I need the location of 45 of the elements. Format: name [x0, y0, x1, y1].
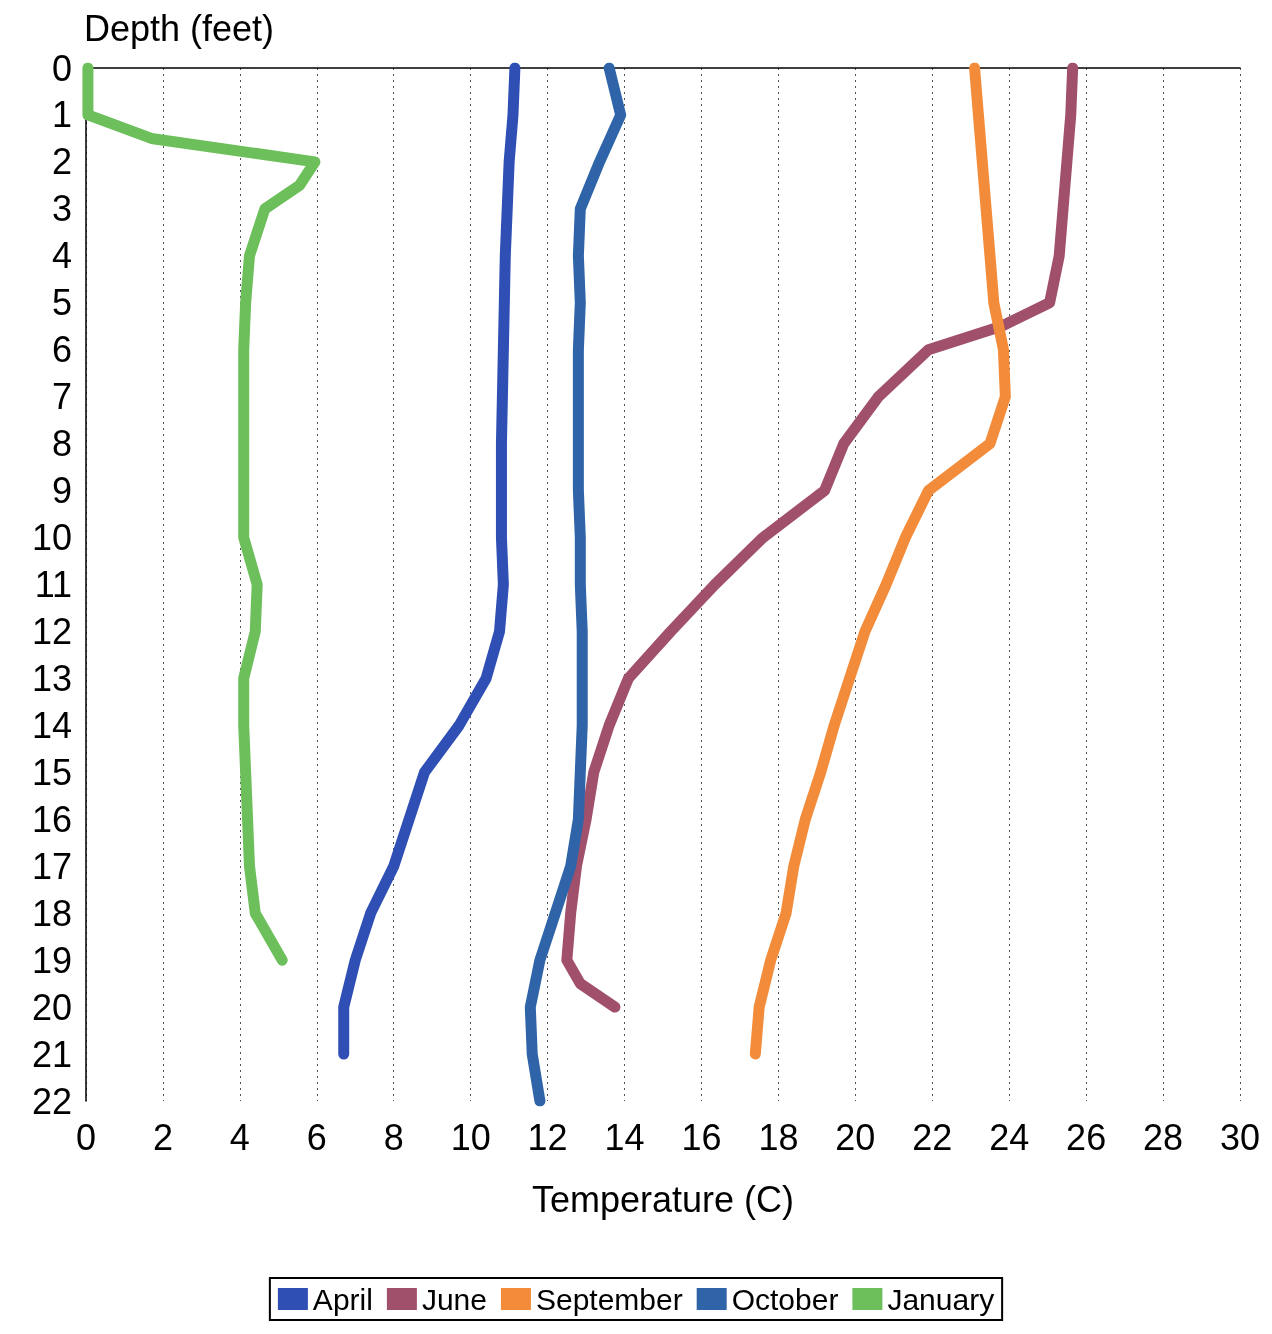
y-axis-title: Depth (feet) [84, 7, 275, 49]
y-tick-label: 16 [31, 798, 72, 840]
x-tick-label: 30 [1219, 1116, 1261, 1158]
legend-label: September [535, 1282, 683, 1316]
y-tick-label: 4 [51, 235, 72, 277]
legend-label: April [312, 1282, 373, 1316]
x-tick-label: 22 [912, 1116, 953, 1158]
y-tick-label: 11 [34, 564, 72, 605]
x-tick-label: 18 [758, 1116, 799, 1158]
x-tick-label: 24 [989, 1116, 1030, 1158]
x-tick-label: 28 [1143, 1116, 1184, 1158]
y-tick-label: 14 [31, 704, 72, 746]
y-tick-label: 15 [31, 751, 72, 793]
y-tick-label: 19 [31, 939, 72, 981]
x-tick-label: 8 [383, 1116, 404, 1158]
y-tick-label: 0 [51, 47, 72, 89]
y-tick-label: 21 [31, 1033, 72, 1075]
y-tick-label: 10 [31, 517, 72, 559]
legend-label: October [731, 1282, 839, 1316]
x-tick-label: 4 [229, 1116, 250, 1158]
x-tick-label: 14 [604, 1116, 645, 1158]
y-tick-label: 20 [31, 986, 72, 1028]
x-tick-label: 16 [681, 1116, 722, 1158]
y-tick-label: 1 [51, 94, 72, 136]
y-tick-label: 8 [51, 423, 72, 465]
y-tick-label: 17 [31, 845, 72, 887]
y-tick-label: 9 [51, 470, 72, 512]
y-tick-label: 5 [51, 282, 72, 324]
y-tick-label: 7 [51, 376, 72, 418]
legend-label: June [421, 1282, 487, 1316]
y-tick-label: 2 [51, 141, 72, 183]
x-tick-label: 20 [835, 1116, 876, 1158]
y-tick-label: 13 [31, 657, 72, 699]
y-tick-label: 6 [51, 329, 72, 371]
x-tick-label: 6 [306, 1116, 327, 1158]
x-tick-label: 26 [1066, 1116, 1107, 1158]
y-tick-label: 12 [31, 610, 72, 652]
x-tick-label: 2 [152, 1116, 173, 1158]
legend-label: January [887, 1282, 995, 1316]
x-tick-label: 12 [527, 1116, 568, 1158]
y-tick-label: 22 [31, 1080, 72, 1122]
x-tick-label: 10 [450, 1116, 491, 1158]
y-tick-label: 3 [51, 188, 72, 230]
y-tick-label: 18 [31, 892, 72, 934]
x-axis-title: Temperature (C) [531, 1178, 795, 1220]
